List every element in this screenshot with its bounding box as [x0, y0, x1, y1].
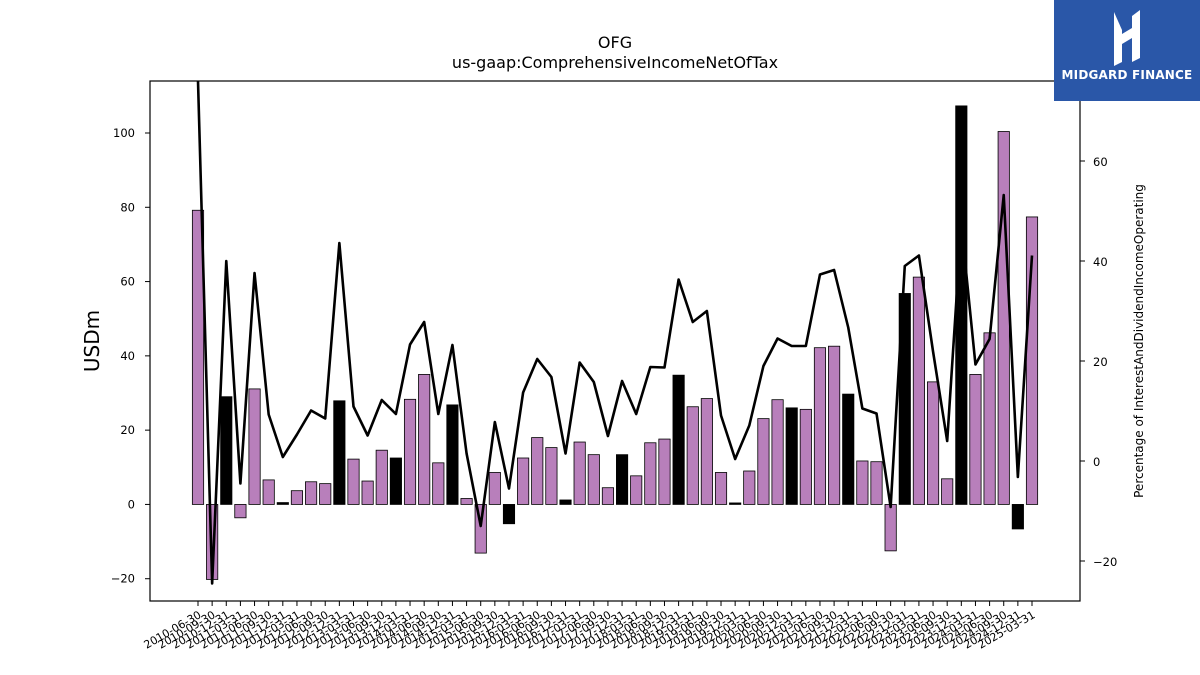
bar-2024-06-30: [983, 332, 996, 505]
bar-2014-03-31: [403, 398, 417, 505]
bar-2013-06-30: [361, 480, 374, 505]
bar-2011-09-30: [262, 479, 275, 505]
bar-2011-12-31: [276, 502, 289, 505]
y2-axis-label: Percentage of InterestAndDividendIncomeO…: [1132, 184, 1146, 498]
bar-2021-09-30: [828, 345, 841, 505]
bar-2012-12-31: [333, 400, 346, 505]
bar-2018-09-30: [658, 438, 671, 505]
bar-2019-03-31: [686, 406, 699, 505]
bar-2010-12-31: [220, 396, 233, 505]
bar-2017-06-30: [587, 454, 600, 505]
bar-2022-03-31: [856, 460, 869, 505]
bar-2016-09-30: [545, 447, 558, 505]
bar-2020-12-31: [785, 407, 798, 505]
bar-2013-03-31: [347, 458, 360, 505]
y2-tick-label: 60: [1093, 155, 1108, 169]
y-tick-label: 40: [120, 349, 135, 363]
bar-2017-12-31: [616, 454, 629, 505]
bar-2011-03-31: [234, 504, 247, 519]
bar-2023-03-31: [912, 276, 925, 505]
logo-text: MIDGARD FINANCE: [1061, 68, 1193, 82]
bar-2019-12-31: [729, 502, 742, 505]
bar-2010-06-30: [191, 209, 205, 505]
bar-2017-03-31: [573, 441, 586, 505]
bar-2018-03-31: [630, 475, 643, 505]
bar-2012-03-31: [290, 490, 304, 505]
y-axis-label: USDm: [80, 310, 104, 372]
bar-2014-06-30: [418, 374, 431, 505]
bar-2015-03-31: [460, 498, 473, 505]
bar-series: [191, 105, 1039, 580]
y-tick-label: 100: [113, 126, 135, 140]
y2-tick-label: 40: [1093, 255, 1108, 269]
logo-mark-icon: [1114, 10, 1140, 66]
bar-2012-06-30: [305, 481, 318, 505]
bar-2020-09-30: [771, 399, 784, 505]
bar-2014-09-30: [432, 462, 445, 505]
y2-tick-label: −20: [1093, 555, 1117, 569]
bar-2021-12-31: [842, 393, 855, 505]
bar-2013-09-30: [375, 449, 388, 505]
bar-2024-03-31: [969, 374, 982, 505]
bar-2016-03-31: [517, 457, 530, 505]
y2-tick-label: 20: [1093, 355, 1108, 369]
line-series: [196, 81, 1034, 585]
bar-2016-12-31: [559, 499, 572, 505]
y-tick-label: 80: [120, 200, 135, 214]
bar-2012-09-30: [319, 483, 332, 505]
bar-2023-12-31: [955, 105, 968, 505]
bar-2018-12-31: [672, 374, 685, 505]
y-tick-label: 60: [120, 275, 135, 289]
bar-2022-09-30: [884, 504, 897, 552]
y2-tick-label: 0: [1093, 455, 1100, 469]
bar-2018-06-30: [644, 442, 657, 505]
ratio-line: [196, 81, 1034, 585]
bar-2021-03-31: [799, 408, 812, 505]
bar-2020-03-31: [743, 470, 756, 505]
bar-2023-06-30: [927, 381, 940, 505]
y-axis-right: −20 0 20 40 60: [1080, 155, 1117, 569]
bar-2015-09-30: [488, 472, 501, 505]
bar-2022-12-31: [898, 293, 911, 505]
y-tick-label: −20: [111, 572, 135, 586]
bar-2024-12-31: [1011, 504, 1024, 530]
bar-2015-12-31: [502, 504, 516, 525]
bar-2019-06-30: [700, 398, 713, 505]
y-tick-label: 20: [120, 423, 135, 437]
bar-2015-06-30: [474, 504, 487, 554]
bar-2024-09-30: [997, 131, 1010, 505]
bar-2023-09-30: [941, 478, 954, 505]
y-axis-left: −20 0 20 40 60 80 100: [111, 126, 150, 586]
bar-2011-06-30: [248, 388, 261, 505]
brand-logo: MIDGARD FINANCE: [1054, 0, 1200, 101]
bar-2017-09-30: [601, 487, 614, 505]
chart-title: OFG: [598, 33, 632, 52]
bar-2013-12-31: [389, 457, 402, 505]
plot-frame: [149, 80, 1081, 602]
chart-subtitle: us-gaap:ComprehensiveIncomeNetOfTax: [452, 53, 778, 72]
bar-2014-12-31: [446, 404, 459, 505]
bar-2021-06-30: [813, 347, 827, 505]
bar-2016-06-30: [531, 437, 544, 505]
bar-2019-09-30: [714, 472, 728, 505]
x-axis: 2010-06-302010-09-302010-12-312011-03-31…: [142, 601, 1038, 652]
y-tick-label: 0: [128, 497, 135, 511]
bar-2020-06-30: [757, 418, 770, 505]
bar-2022-06-30: [870, 461, 883, 505]
